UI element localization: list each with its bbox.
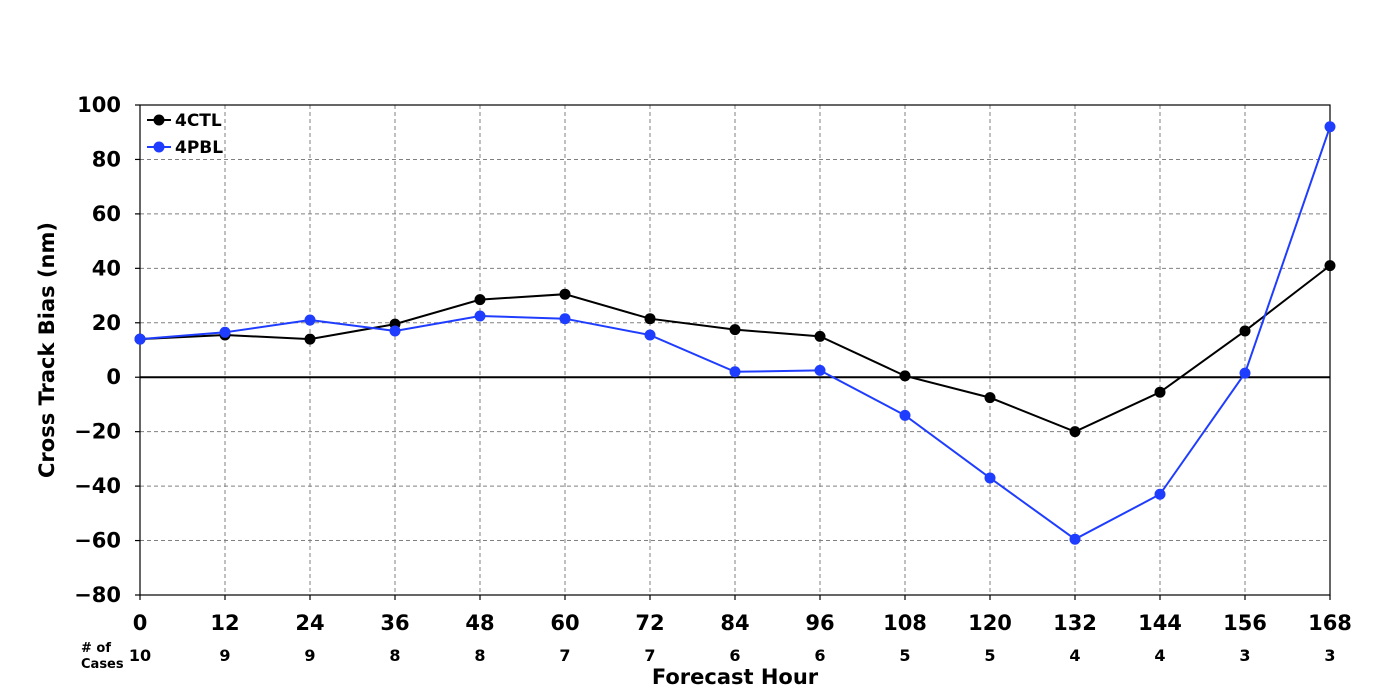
cases-value: 3: [1324, 646, 1335, 665]
x-tick-label: 132: [1053, 611, 1097, 635]
legend-marker: [153, 141, 165, 153]
data-point: [899, 409, 911, 421]
x-tick-label: 72: [635, 611, 664, 635]
cases-value: 3: [1239, 646, 1250, 665]
x-tick-label: 120: [968, 611, 1012, 635]
series-4pbl: [134, 121, 1336, 545]
cases-value: 10: [129, 646, 151, 665]
x-tick-label: 60: [550, 611, 579, 635]
data-point: [559, 313, 571, 325]
data-point: [644, 313, 656, 325]
data-point: [644, 329, 656, 341]
x-tick-label: 96: [805, 611, 834, 635]
y-tick-label: 100: [77, 93, 121, 117]
data-point: [899, 370, 911, 382]
cases-value: 4: [1154, 646, 1165, 665]
series-layer: [134, 121, 1336, 545]
data-point: [814, 330, 826, 342]
data-point: [984, 392, 996, 404]
x-tick-label: 24: [295, 611, 324, 635]
data-point: [729, 366, 741, 378]
legend-marker: [153, 114, 165, 126]
cases-value: 6: [814, 646, 825, 665]
data-point: [984, 472, 996, 484]
x-tick-label: 108: [883, 611, 927, 635]
y-tick-label: 60: [92, 202, 121, 226]
y-axis-title: Cross Track Bias (nm): [35, 222, 59, 478]
cases-value: 9: [304, 646, 315, 665]
data-point: [474, 294, 486, 306]
y-tick-label: −60: [74, 529, 121, 553]
y-axis-ticks: 100 80 60 40 20 0 −20 −40 −60 −80: [74, 93, 140, 607]
data-point: [1239, 367, 1251, 379]
y-tick-label: −20: [74, 420, 121, 444]
y-tick-label: 40: [92, 256, 121, 280]
legend-label: 4CTL: [175, 111, 222, 131]
x-tick-label: 168: [1308, 611, 1352, 635]
data-point: [814, 364, 826, 376]
data-point: [559, 288, 571, 300]
legend: 4CTL 4PBL: [147, 111, 223, 158]
x-tick-label: 36: [380, 611, 409, 635]
x-tick-label: 144: [1138, 611, 1182, 635]
cases-label-line2: Cases: [81, 657, 124, 672]
x-axis-ticks: 0 12 24 36 48 60 72 84 96 108 120 132 144 156 168: [133, 595, 1352, 635]
data-point: [729, 324, 741, 336]
data-point: [1069, 533, 1081, 545]
y-tick-label: 0: [106, 365, 121, 389]
data-point: [1154, 386, 1166, 398]
data-point: [1154, 488, 1166, 500]
cases-value: 7: [559, 646, 570, 665]
legend-entry: 4CTL: [147, 111, 222, 131]
data-point: [1324, 260, 1336, 272]
cases-value: 7: [644, 646, 655, 665]
cases-value: 5: [899, 646, 910, 665]
x-tick-label: 0: [133, 611, 148, 635]
data-point: [389, 325, 401, 337]
cases-label-line1: # of: [81, 641, 111, 656]
x-tick-label: 12: [210, 611, 239, 635]
data-point: [1324, 121, 1336, 133]
x-tick-label: 156: [1223, 611, 1267, 635]
data-point: [134, 333, 146, 345]
legend-label: 4PBL: [175, 138, 223, 158]
data-point: [304, 314, 316, 326]
data-point: [1069, 426, 1081, 438]
cases-value: 8: [474, 646, 485, 665]
legend-entry: 4PBL: [147, 138, 223, 158]
data-point: [474, 310, 486, 322]
y-tick-label: −80: [74, 583, 121, 607]
y-tick-label: 20: [92, 311, 121, 335]
y-tick-label: −40: [74, 474, 121, 498]
x-tick-label: 84: [720, 611, 749, 635]
x-tick-label: 48: [465, 611, 494, 635]
data-point: [1239, 325, 1251, 337]
y-tick-label: 80: [92, 147, 121, 171]
cases-value: 4: [1069, 646, 1080, 665]
cases-value: 5: [984, 646, 995, 665]
data-point: [304, 333, 316, 345]
data-point: [219, 326, 231, 338]
cases-value: 6: [729, 646, 740, 665]
cases-row: 10 9 9 8 8 7 7 6 6 5 5 4 4 3 3: [129, 646, 1336, 665]
cases-value: 9: [219, 646, 230, 665]
cases-value: 8: [389, 646, 400, 665]
x-axis-title: Forecast Hour: [652, 665, 819, 689]
